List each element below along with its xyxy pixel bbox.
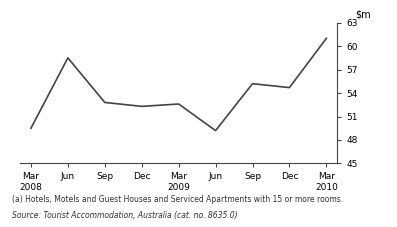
Text: Source: Tourist Accommodation, Australia (cat. no. 8635.0): Source: Tourist Accommodation, Australia… [12, 211, 237, 220]
Text: (a) Hotels, Motels and Guest Houses and Serviced Apartments with 15 or more room: (a) Hotels, Motels and Guest Houses and … [12, 195, 343, 204]
Y-axis label: $m: $m [355, 10, 371, 20]
